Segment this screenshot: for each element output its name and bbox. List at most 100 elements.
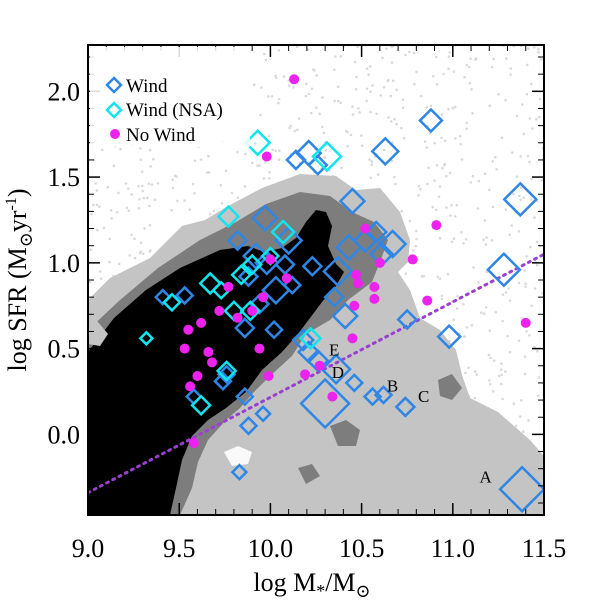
background-point <box>447 55 451 58</box>
wind-point <box>322 255 354 288</box>
background-point <box>365 87 369 91</box>
background-point <box>483 172 487 176</box>
background-point <box>124 182 128 185</box>
background-point <box>148 250 152 253</box>
background-point <box>244 152 247 156</box>
background-point <box>268 171 271 174</box>
background-point <box>494 155 497 159</box>
no-wind-point <box>369 281 380 292</box>
background-point <box>370 160 374 163</box>
background-point <box>274 74 277 78</box>
background-point <box>529 245 532 249</box>
no-wind-point <box>179 343 190 354</box>
background-point <box>139 158 142 161</box>
background-point <box>277 101 280 105</box>
background-point <box>267 95 270 98</box>
background-point <box>465 121 469 125</box>
wind-point <box>394 396 417 418</box>
y-tick-label: 1.5 <box>48 163 81 192</box>
contour-light-patch-low <box>224 446 252 466</box>
wind-point <box>274 253 296 276</box>
background-point <box>402 136 406 140</box>
wind-nsa-point <box>241 253 263 276</box>
background-point <box>440 297 444 301</box>
background-point <box>354 87 358 91</box>
background-point <box>188 208 192 211</box>
background-point <box>139 241 143 244</box>
background-point <box>509 73 512 76</box>
background-point <box>511 151 514 154</box>
background-point <box>495 168 499 171</box>
background-point <box>393 117 396 121</box>
background-point <box>115 210 119 214</box>
background-point <box>501 397 504 401</box>
wind-point <box>154 288 172 306</box>
background-point <box>236 150 239 154</box>
background-point <box>310 111 313 115</box>
background-point <box>473 370 477 373</box>
contour-mid-patch-lower-right <box>330 420 360 446</box>
background-point <box>491 390 495 393</box>
background-point <box>450 204 453 207</box>
background-point <box>452 318 456 322</box>
background-point <box>460 231 463 234</box>
background-point <box>171 186 175 190</box>
background-point <box>271 148 274 152</box>
background-point <box>146 196 149 200</box>
background-point <box>274 149 277 153</box>
background-point <box>525 255 528 258</box>
background-point <box>313 69 316 72</box>
background-point <box>517 281 521 285</box>
background-point <box>500 136 504 139</box>
annotation-label: D <box>332 363 344 382</box>
no-wind-point <box>188 437 199 448</box>
background-point <box>492 57 495 61</box>
background-point <box>490 239 494 242</box>
background-point <box>130 193 133 196</box>
wind-point <box>370 136 401 167</box>
background-point <box>426 182 429 186</box>
background-point <box>288 126 291 130</box>
background-point <box>535 263 539 267</box>
background-point <box>117 191 120 195</box>
background-point <box>349 133 353 137</box>
background-point <box>494 310 498 314</box>
background-point <box>422 274 426 278</box>
background-point <box>368 158 371 161</box>
x-tick-label: 11.5 <box>522 534 567 563</box>
background-point <box>448 51 452 54</box>
y-tick-label: 1.0 <box>48 249 81 278</box>
background-point <box>467 366 470 370</box>
background-point <box>262 52 266 56</box>
x-tick-label: 10.5 <box>339 534 385 563</box>
background-point <box>183 199 186 202</box>
background-point <box>453 105 457 109</box>
background-point <box>102 226 106 230</box>
background-point <box>528 334 531 337</box>
background-point <box>538 97 542 101</box>
wind-point <box>237 265 260 288</box>
background-point <box>277 158 281 162</box>
background-point <box>417 194 420 197</box>
y-tick-label: 2.0 <box>48 77 81 106</box>
background-point <box>230 191 234 195</box>
wind-nsa-point <box>311 140 343 173</box>
no-wind-point <box>258 292 269 303</box>
background-point <box>207 154 210 158</box>
contour-mid-patch-bottom <box>298 464 320 484</box>
background-point <box>427 166 430 169</box>
annotation-label: A <box>479 467 492 486</box>
no-wind-point <box>183 324 194 335</box>
background-point <box>358 111 361 114</box>
background-point <box>442 72 445 76</box>
background-point <box>484 306 488 309</box>
background-point <box>476 207 480 210</box>
background-point <box>375 112 378 116</box>
background-point <box>149 165 152 168</box>
background-point <box>464 371 467 375</box>
background-point <box>390 159 394 163</box>
background-point <box>473 396 477 400</box>
no-wind-point <box>520 317 531 328</box>
background-point <box>537 376 541 379</box>
background-point <box>524 285 527 289</box>
